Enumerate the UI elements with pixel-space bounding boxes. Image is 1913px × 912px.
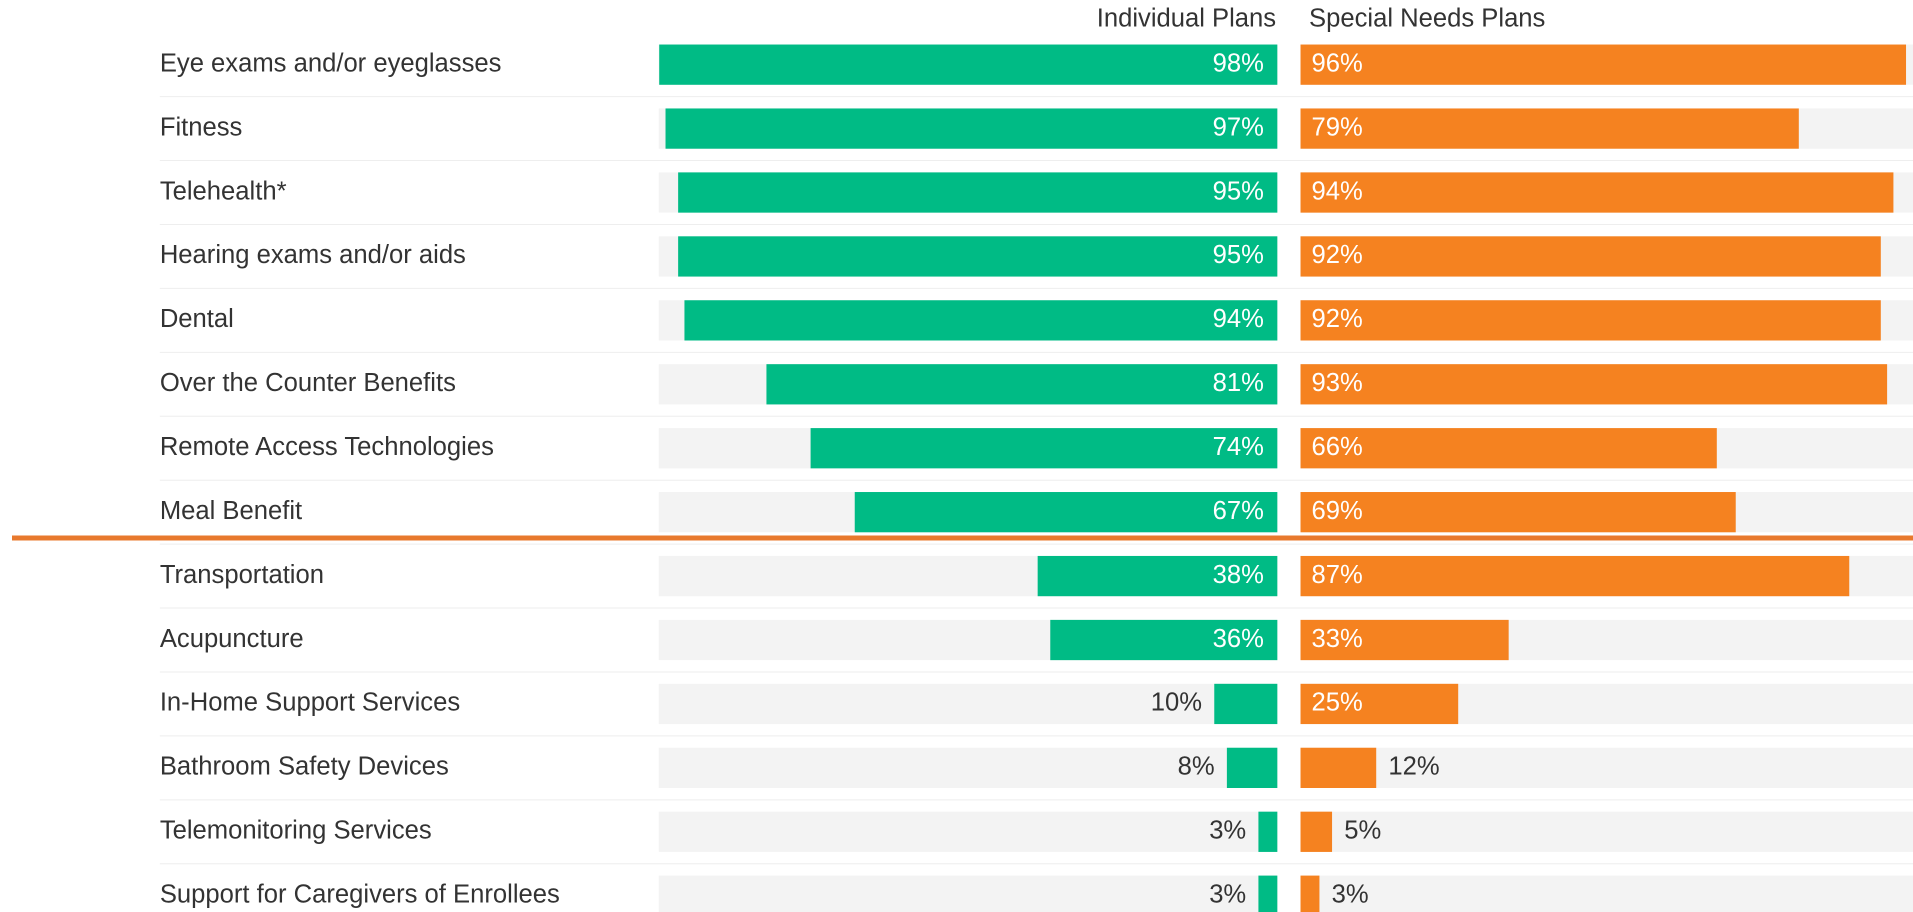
value-label: 98% xyxy=(1213,49,1264,77)
category-label: Transportation xyxy=(160,561,324,589)
value-label: 79% xyxy=(1312,113,1363,141)
bar xyxy=(1300,236,1881,277)
value-label: 33% xyxy=(1312,625,1363,653)
value-label: 8% xyxy=(1178,753,1215,781)
bar xyxy=(678,236,1278,277)
bar xyxy=(1226,747,1278,788)
category-label: Bathroom Safety Devices xyxy=(160,753,449,781)
value-label: 66% xyxy=(1312,433,1363,461)
value-label: 97% xyxy=(1213,113,1264,141)
value-label: 96% xyxy=(1312,49,1363,77)
bar-background xyxy=(658,683,1278,725)
value-label: 67% xyxy=(1213,497,1264,525)
category-label: Over the Counter Benefits xyxy=(160,369,456,397)
bar xyxy=(1258,875,1278,912)
category-label: Dental xyxy=(160,305,234,333)
bar xyxy=(1258,811,1278,852)
value-label: 92% xyxy=(1312,305,1363,333)
value-label: 87% xyxy=(1312,561,1363,589)
bar-background xyxy=(658,747,1278,788)
value-label: 36% xyxy=(1213,625,1264,653)
bar xyxy=(1300,747,1377,788)
bar xyxy=(1300,811,1333,852)
bar xyxy=(1300,683,1459,725)
category-label: Support for Caregivers of Enrollees xyxy=(160,880,560,908)
value-label: 3% xyxy=(1332,880,1369,908)
legend-label: Individual Plans xyxy=(1097,4,1276,32)
bar xyxy=(1300,492,1736,533)
value-label: 94% xyxy=(1213,305,1264,333)
bar-background xyxy=(1300,747,1913,788)
bar xyxy=(766,364,1278,405)
value-label: 95% xyxy=(1213,177,1264,205)
bar-background xyxy=(658,875,1278,912)
bar xyxy=(1300,364,1888,405)
bar xyxy=(684,300,1278,341)
bar xyxy=(1037,555,1278,597)
bar-background xyxy=(658,811,1278,852)
bar xyxy=(678,172,1278,213)
bar xyxy=(1300,300,1881,341)
category-label: Meal Benefit xyxy=(160,497,302,525)
legend-label: Special Needs Plans xyxy=(1309,4,1545,32)
value-label: 25% xyxy=(1312,689,1363,717)
bar xyxy=(1300,172,1894,213)
bar xyxy=(1300,44,1907,85)
category-label: Acupuncture xyxy=(160,625,304,653)
bar-background xyxy=(1300,875,1913,912)
value-label: 93% xyxy=(1312,369,1363,397)
value-label: 92% xyxy=(1312,241,1363,269)
category-label: Telehealth* xyxy=(160,177,287,205)
value-label: 3% xyxy=(1209,817,1246,845)
bar xyxy=(1300,555,1850,597)
value-label: 10% xyxy=(1151,689,1202,717)
value-label: 38% xyxy=(1213,561,1264,589)
bar xyxy=(1214,683,1278,725)
category-label: Remote Access Technologies xyxy=(160,433,494,461)
value-label: 94% xyxy=(1312,177,1363,205)
category-label: In-Home Support Services xyxy=(160,689,460,717)
value-label: 12% xyxy=(1388,753,1439,781)
bar xyxy=(1300,875,1320,912)
category-label: Hearing exams and/or aids xyxy=(160,241,466,269)
bar xyxy=(854,492,1278,533)
value-label: 3% xyxy=(1209,880,1246,908)
value-label: 69% xyxy=(1312,497,1363,525)
bar xyxy=(1300,108,1799,149)
bar xyxy=(659,44,1278,85)
bar xyxy=(1300,428,1717,469)
value-label: 95% xyxy=(1213,241,1264,269)
value-label: 5% xyxy=(1344,817,1381,845)
category-label: Fitness xyxy=(160,113,243,141)
category-label: Eye exams and/or eyeglasses xyxy=(160,49,502,77)
bar xyxy=(810,428,1278,469)
bar-background xyxy=(1300,811,1913,852)
category-label: Telemonitoring Services xyxy=(160,817,432,845)
value-label: 81% xyxy=(1213,369,1264,397)
bar xyxy=(665,108,1278,149)
bar xyxy=(1050,619,1278,661)
value-label: 74% xyxy=(1213,433,1264,461)
bar xyxy=(1300,619,1509,661)
